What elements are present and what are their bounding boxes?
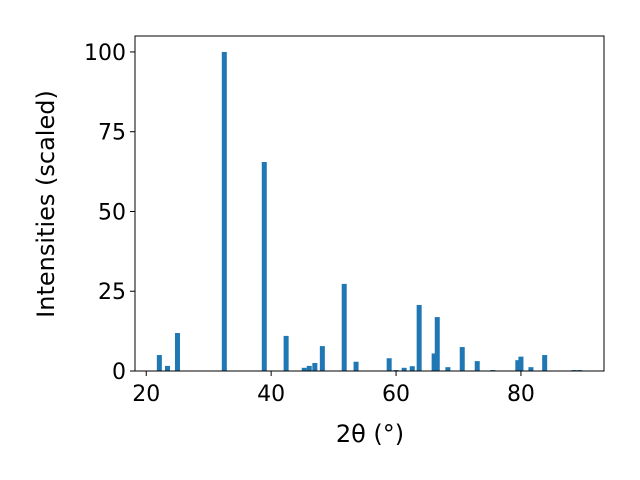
y-tick-label: 75 (98, 121, 126, 146)
bar (301, 367, 307, 371)
y-tick-label: 0 (112, 360, 126, 385)
x-tick-label: 60 (382, 382, 410, 407)
bar (261, 162, 267, 371)
bar (174, 333, 180, 371)
x-tick-label: 80 (507, 382, 535, 407)
y-tick-label: 25 (98, 280, 126, 305)
bar (459, 347, 465, 371)
bar (542, 355, 548, 371)
bar (401, 367, 407, 371)
bar (386, 358, 392, 371)
bar (445, 367, 451, 371)
x-tick-label: 40 (257, 382, 285, 407)
bar (409, 366, 415, 371)
bar (515, 360, 521, 371)
bar (283, 335, 289, 371)
bar (312, 363, 318, 371)
bar (518, 356, 524, 371)
bar (434, 317, 440, 371)
y-tick-label: 50 (98, 200, 126, 225)
bar (474, 361, 480, 371)
bar (353, 361, 359, 371)
bar (221, 51, 227, 371)
x-axis-label: 2θ (°) (336, 420, 404, 448)
bar (156, 355, 162, 371)
bar (306, 365, 312, 371)
plot-frame (134, 35, 605, 372)
bar (319, 346, 325, 371)
bar (431, 353, 437, 371)
bar (164, 365, 170, 371)
x-tick-label: 20 (132, 382, 160, 407)
bar (528, 367, 534, 371)
bar (341, 283, 347, 371)
y-axis-label: Intensities (scaled) (32, 90, 60, 318)
bar (416, 304, 422, 371)
y-tick-label: 100 (84, 41, 126, 66)
